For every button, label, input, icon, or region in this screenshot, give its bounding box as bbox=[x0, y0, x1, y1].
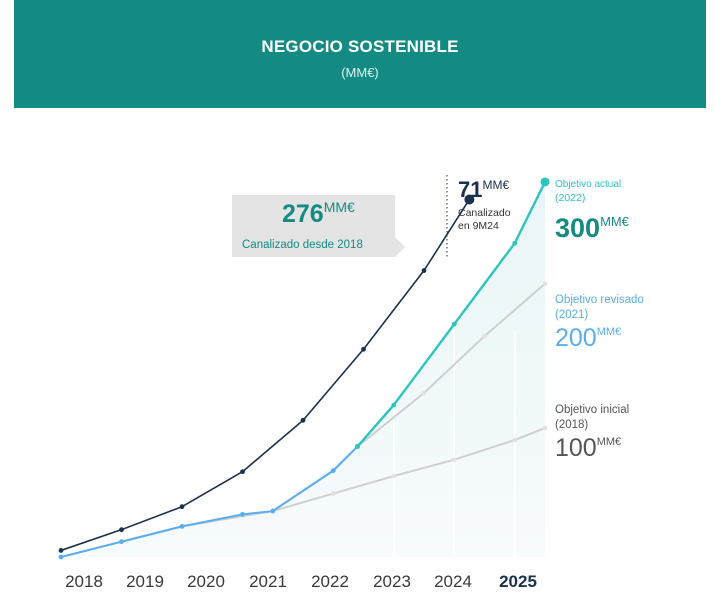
series-4-point-0 bbox=[58, 554, 64, 560]
target-actual-value: 300MM€ bbox=[555, 213, 630, 243]
target-label-actual: Objetivo actual (2022) 300MM€ bbox=[555, 179, 630, 243]
target-actual-label-1: Objetivo actual bbox=[555, 179, 621, 190]
x-tick-label-2018: 2018 bbox=[65, 572, 103, 591]
target-revisado-label-1: Objetivo revisado bbox=[555, 294, 644, 306]
callout-9m-value: 71MM€ bbox=[458, 177, 509, 202]
series-2-point-4 bbox=[482, 333, 487, 339]
series-0-point-5 bbox=[361, 346, 366, 352]
callout-total-box bbox=[232, 195, 405, 257]
callout-total: 276MM€ Canalizado desde 2018 bbox=[232, 195, 405, 257]
series-0-point-6 bbox=[421, 268, 427, 273]
series-0-point-0 bbox=[58, 548, 64, 553]
x-tick-label-2023: 2023 bbox=[373, 572, 411, 591]
series-3-point-1 bbox=[391, 402, 397, 408]
x-axis-ticks: 2018 2019 2020 2021 2022 2023 2024 2025 bbox=[65, 572, 537, 591]
series-3-point-0 bbox=[355, 444, 360, 449]
series-4-point-4 bbox=[270, 508, 276, 514]
series-1-point-4 bbox=[330, 491, 336, 496]
series-3-point-4 bbox=[540, 177, 550, 187]
series-0-point-3 bbox=[240, 469, 245, 475]
series-2-point-5 bbox=[542, 281, 548, 287]
series-4-point-5 bbox=[330, 468, 336, 474]
series-layer bbox=[58, 177, 550, 560]
target-label-inicial: Objetivo inicial (2018) 100MM€ bbox=[555, 404, 629, 462]
callout-total-value: 276MM€ bbox=[282, 199, 355, 228]
series-2-point-3 bbox=[421, 390, 427, 396]
x-tick-label-2025: 2025 bbox=[499, 572, 537, 591]
x-tick-label-2022: 2022 bbox=[311, 572, 349, 591]
x-tick-label-2024: 2024 bbox=[434, 572, 472, 591]
series-1-point-8 bbox=[542, 425, 548, 431]
header-banner: NEGOCIO SOSTENIBLE (MM€) bbox=[14, 0, 706, 108]
target-inicial-label-2: (2018) bbox=[555, 419, 588, 431]
series-1-point-7 bbox=[512, 437, 518, 443]
chart-title: NEGOCIO SOSTENIBLE bbox=[261, 37, 459, 56]
x-tick-label-2019: 2019 bbox=[126, 572, 164, 591]
series-0-point-1 bbox=[119, 527, 124, 533]
target-actual-label-2: (2022) bbox=[555, 192, 585, 204]
callout-9m-label-2: en 9M24 bbox=[458, 220, 499, 232]
x-tick-label-2020: 2020 bbox=[187, 572, 225, 591]
series-line-0 bbox=[60, 199, 471, 552]
series-3-point-3 bbox=[512, 240, 518, 246]
target-label-revisado: Objetivo revisado (2021) 200MM€ bbox=[555, 294, 644, 352]
series-0-point-2 bbox=[179, 504, 185, 510]
series-4-point-2 bbox=[179, 523, 185, 529]
callout-total-label: Canalizado desde 2018 bbox=[242, 239, 363, 251]
series-0-point-7 bbox=[464, 194, 475, 205]
target-inicial-label-1: Objetivo inicial bbox=[555, 404, 629, 416]
target-area-fill bbox=[61, 181, 545, 557]
series-0-point-4 bbox=[300, 417, 306, 423]
series-3-point-2 bbox=[451, 321, 457, 327]
series-4-point-3 bbox=[240, 511, 245, 517]
callout-9m-label-1: Canalizado bbox=[458, 207, 511, 219]
callout-9m: 71MM€ Canalizado en 9M24 bbox=[446, 175, 511, 259]
target-inicial-value: 100MM€ bbox=[555, 434, 621, 462]
series-1-point-5 bbox=[391, 473, 397, 479]
year-gridlines bbox=[393, 330, 516, 557]
series-1-point-6 bbox=[451, 457, 457, 463]
target-revisado-label-2: (2021) bbox=[555, 309, 588, 321]
series-4-point-1 bbox=[119, 539, 124, 545]
target-revisado-value: 200MM€ bbox=[555, 324, 621, 352]
chart-subtitle: (MM€) bbox=[341, 65, 379, 80]
x-tick-label-2021: 2021 bbox=[249, 572, 287, 591]
